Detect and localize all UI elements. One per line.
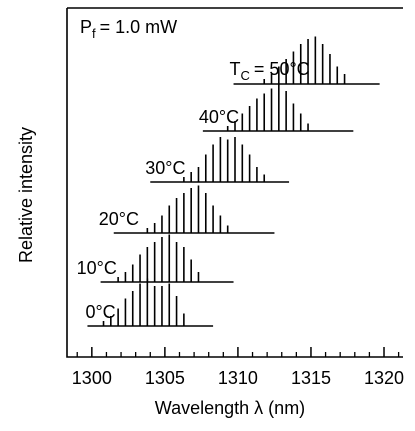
power-annotation: Pf = 1.0 mW	[80, 17, 177, 41]
x-tick-label: 1305	[145, 368, 185, 388]
x-tick-label: 1320	[364, 368, 404, 388]
marks-layer: 1300 1305 1310 1315 1320 0°C 10°C 20°C 30°C 40°C T…	[72, 36, 404, 388]
temperature-label: 40°C	[199, 107, 239, 127]
x-axis-title: Wavelength λ (nm)	[155, 398, 305, 418]
x-tick-label: 1310	[218, 368, 258, 388]
power-subscript: f	[92, 26, 96, 41]
y-axis-title: Relative intensity	[16, 127, 36, 263]
temperature-label: 10°C	[77, 258, 117, 278]
plot-frame	[66, 7, 403, 358]
power-value: = 1.0 mW	[100, 17, 178, 37]
temperature-label: 20°C	[99, 209, 139, 229]
x-tick-label: 1315	[291, 368, 331, 388]
x-tick-label: 1300	[72, 368, 112, 388]
temperature-label: 0°C	[85, 302, 115, 322]
temperature-label: 30°C	[145, 158, 185, 178]
power-symbol: P	[80, 17, 92, 37]
temperature-label: TC = 50°C	[230, 59, 310, 83]
